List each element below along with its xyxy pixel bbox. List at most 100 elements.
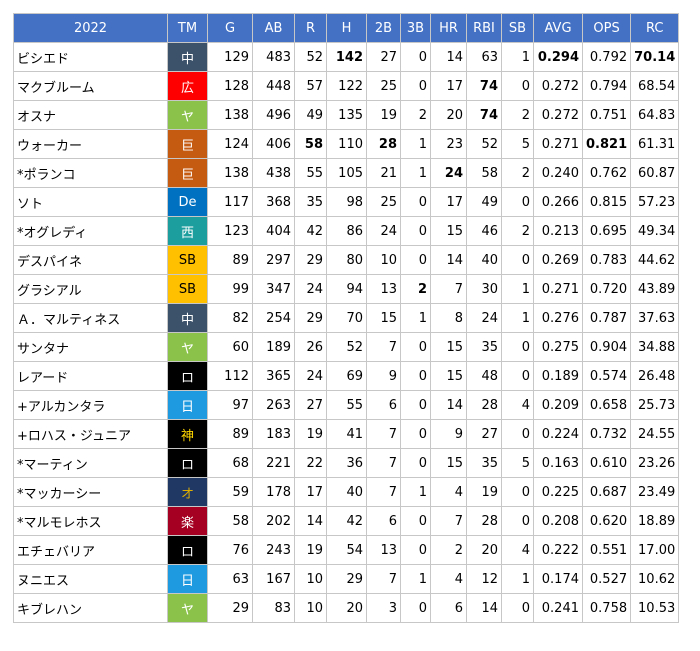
player-name: マクブルーム bbox=[13, 71, 168, 101]
stat-b3: 0 bbox=[400, 593, 431, 623]
stat-b2: 7 bbox=[366, 332, 401, 362]
stat-r: 26 bbox=[294, 332, 327, 362]
stat-b3: 0 bbox=[400, 42, 431, 72]
stat-b3: 1 bbox=[400, 129, 431, 159]
stat-rbi: 52 bbox=[466, 129, 502, 159]
table-row: ビシエド中 129 483 52 142 27 0 14 63 1 0.294 0.792 70.14 bbox=[13, 42, 680, 72]
stat-rbi: 48 bbox=[466, 361, 502, 391]
stat-sb: 4 bbox=[501, 535, 534, 565]
stat-rc: 24.55 bbox=[630, 419, 680, 449]
stat-rbi: 20 bbox=[466, 535, 502, 565]
stat-h: 42 bbox=[326, 506, 367, 536]
player-name: +アルカンタラ bbox=[13, 390, 168, 420]
stat-h: 105 bbox=[326, 158, 367, 188]
stat-avg: 0.209 bbox=[533, 390, 583, 420]
stat-sb: 0 bbox=[501, 361, 534, 391]
stat-hr: 15 bbox=[430, 361, 467, 391]
stat-rbi: 35 bbox=[466, 448, 502, 478]
stat-rc: 70.14 bbox=[630, 42, 680, 72]
header-rc: RC bbox=[630, 13, 680, 43]
header-row: 2022 TM G AB R H 2B 3B HR RBI SB AVG OPS… bbox=[13, 13, 680, 43]
stat-g: 59 bbox=[207, 477, 253, 507]
stat-sb: 0 bbox=[501, 187, 534, 217]
stat-rc: 61.31 bbox=[630, 129, 680, 159]
stat-hr: 14 bbox=[430, 390, 467, 420]
stat-rc: 17.00 bbox=[630, 535, 680, 565]
stat-ab: 189 bbox=[252, 332, 295, 362]
stat-rc: 49.34 bbox=[630, 216, 680, 246]
stat-b3: 0 bbox=[400, 419, 431, 449]
stat-r: 52 bbox=[294, 42, 327, 72]
stat-hr: 4 bbox=[430, 477, 467, 507]
stat-r: 24 bbox=[294, 274, 327, 304]
table-row: +アルカンタラ日 97 263 27 55 6 0 14 28 4 0.209 0.658 25.73 bbox=[13, 390, 680, 420]
stat-avg: 0.163 bbox=[533, 448, 583, 478]
stat-b2: 28 bbox=[366, 129, 401, 159]
player-name: ヌニエス bbox=[13, 564, 168, 594]
stat-h: 98 bbox=[326, 187, 367, 217]
stat-g: 29 bbox=[207, 593, 253, 623]
stat-hr: 4 bbox=[430, 564, 467, 594]
header-h: H bbox=[326, 13, 367, 43]
stat-r: 58 bbox=[294, 129, 327, 159]
stat-rbi: 28 bbox=[466, 390, 502, 420]
stat-b2: 9 bbox=[366, 361, 401, 391]
stat-rbi: 49 bbox=[466, 187, 502, 217]
player-name: Ａ．マルティネス bbox=[13, 303, 168, 333]
stat-hr: 15 bbox=[430, 216, 467, 246]
stat-avg: 0.222 bbox=[533, 535, 583, 565]
stat-rbi: 19 bbox=[466, 477, 502, 507]
header-r: R bbox=[294, 13, 327, 43]
table-row: グラシアル SB 99 347 24 94 13 2 7 30 1 0.271 0.720 43.89 bbox=[13, 274, 680, 304]
stat-rbi: 63 bbox=[466, 42, 502, 72]
player-name: ソト bbox=[13, 187, 168, 217]
stat-h: 135 bbox=[326, 100, 367, 130]
stat-rc: 23.49 bbox=[630, 477, 680, 507]
stat-rc: 23.26 bbox=[630, 448, 680, 478]
stat-b3: 1 bbox=[400, 158, 431, 188]
stat-avg: 0.208 bbox=[533, 506, 583, 536]
table-row: キブレハンヤ 29 83 10 20 3 0 6 14 0 0.241 0.758 10.53 bbox=[13, 593, 680, 623]
stat-r: 10 bbox=[294, 593, 327, 623]
stat-b3: 0 bbox=[400, 535, 431, 565]
team-badge: 巨 bbox=[167, 158, 208, 188]
stat-sb: 0 bbox=[501, 71, 534, 101]
stat-ab: 347 bbox=[252, 274, 295, 304]
header-avg: AVG bbox=[533, 13, 583, 43]
table-row: サンタナヤ 60 189 26 52 7 0 15 35 0 0.275 0.904 34.88 bbox=[13, 332, 680, 362]
stat-h: 86 bbox=[326, 216, 367, 246]
stat-ab: 496 bbox=[252, 100, 295, 130]
stat-r: 35 bbox=[294, 187, 327, 217]
stat-ops: 0.610 bbox=[581, 448, 632, 478]
stat-hr: 24 bbox=[430, 158, 467, 188]
stat-sb: 4 bbox=[501, 390, 534, 420]
table-row: オスナヤ 138 496 49 135 19 2 20 74 2 0.272 0.751 64.83 bbox=[13, 100, 680, 130]
stat-b2: 6 bbox=[366, 390, 401, 420]
stat-h: 29 bbox=[326, 564, 367, 594]
team-badge: 日 bbox=[167, 564, 208, 594]
stat-b3: 0 bbox=[400, 361, 431, 391]
header-ab: AB bbox=[252, 13, 295, 43]
stat-r: 55 bbox=[294, 158, 327, 188]
stat-hr: 17 bbox=[430, 187, 467, 217]
stat-rbi: 46 bbox=[466, 216, 502, 246]
stat-rc: 60.87 bbox=[630, 158, 680, 188]
stat-hr: 15 bbox=[430, 448, 467, 478]
stat-g: 112 bbox=[207, 361, 253, 391]
stat-r: 14 bbox=[294, 506, 327, 536]
stat-ab: 368 bbox=[252, 187, 295, 217]
table-row: ウォーカー巨 124 406 58 110 28 1 23 52 5 0.271 0.821 61.31 bbox=[13, 129, 680, 159]
stat-avg: 0.213 bbox=[533, 216, 583, 246]
stat-g: 89 bbox=[207, 245, 253, 275]
stat-rc: 10.62 bbox=[630, 564, 680, 594]
stat-avg: 0.174 bbox=[533, 564, 583, 594]
player-name: *マーティン bbox=[13, 448, 168, 478]
stat-rc: 68.54 bbox=[630, 71, 680, 101]
stat-b2: 25 bbox=[366, 187, 401, 217]
stat-avg: 0.241 bbox=[533, 593, 583, 623]
stat-rc: 64.83 bbox=[630, 100, 680, 130]
stat-sb: 0 bbox=[501, 245, 534, 275]
stat-rbi: 27 bbox=[466, 419, 502, 449]
stat-avg: 0.272 bbox=[533, 71, 583, 101]
stat-r: 49 bbox=[294, 100, 327, 130]
